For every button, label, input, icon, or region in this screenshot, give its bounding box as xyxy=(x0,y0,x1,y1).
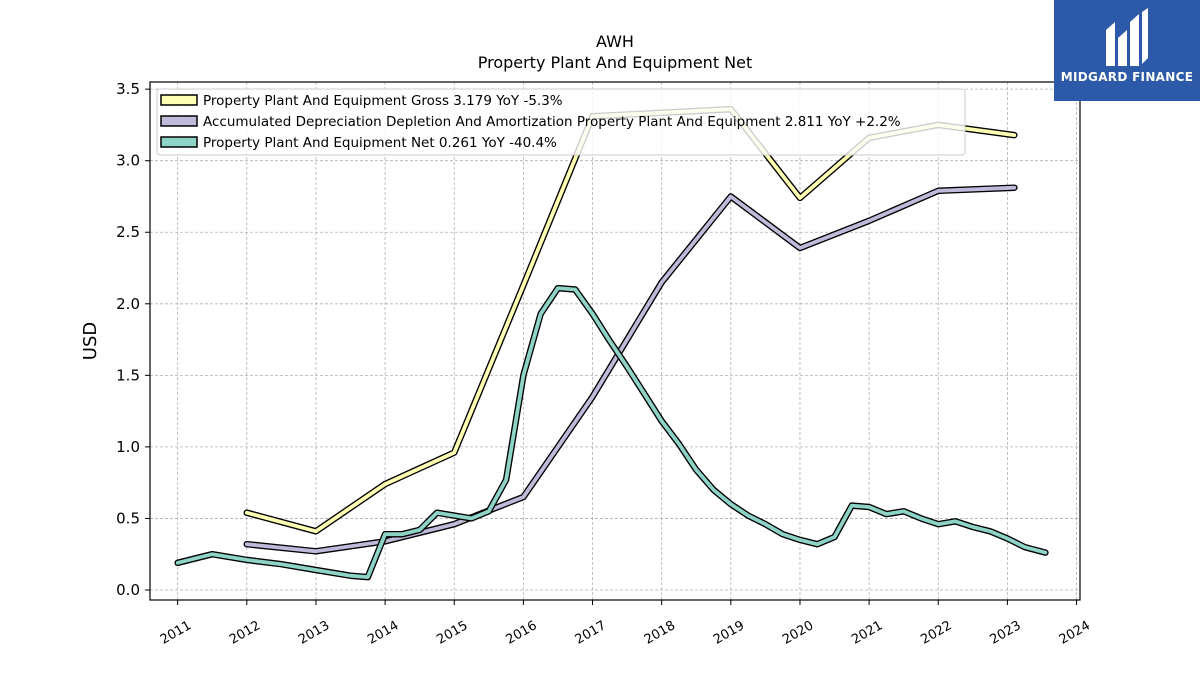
x-tick-label: 2022 xyxy=(918,618,954,648)
y-tick-label: 0.0 xyxy=(116,581,140,599)
x-tick-label: 2019 xyxy=(711,618,747,648)
series-line-outline-1 xyxy=(243,105,1018,535)
x-tick-label: 2016 xyxy=(504,618,540,648)
legend: Property Plant And Equipment Gross 3.179… xyxy=(156,88,966,156)
brand-logo-mark-icon xyxy=(1106,8,1148,66)
x-tick-label: 2014 xyxy=(365,618,401,648)
series-line-outline-3 xyxy=(174,284,1049,581)
y-tick-label: 0.5 xyxy=(116,509,140,527)
legend-box xyxy=(156,88,966,156)
x-tick-label: 2020 xyxy=(780,618,816,648)
legend-swatch-1 xyxy=(160,94,198,106)
x-tick-label: 2024 xyxy=(1057,618,1093,648)
y-tick-label: 1.5 xyxy=(116,366,140,384)
x-tick-label: 2018 xyxy=(642,618,678,648)
x-tick-label: 2011 xyxy=(158,618,194,648)
x-tick-label: 2017 xyxy=(573,618,609,648)
x-tick-label: 2021 xyxy=(849,618,885,648)
y-tick-label: 1.0 xyxy=(116,438,140,456)
series-line-3 xyxy=(175,286,1048,579)
chart-subtitle: Property Plant And Equipment Net xyxy=(478,53,753,72)
x-tick-label: 2013 xyxy=(296,618,332,648)
plot-frame xyxy=(149,81,1081,601)
series-layer xyxy=(174,105,1049,581)
y-tick-label: 2.0 xyxy=(116,295,140,313)
legend-label-3: Property Plant And Equipment Net 0.261 Y… xyxy=(203,135,557,151)
chart-title: AWH xyxy=(596,32,634,51)
legend-swatch-2 xyxy=(160,115,198,127)
y-tick-label: 3.0 xyxy=(116,152,140,170)
y-tick-label: 2.5 xyxy=(116,223,140,241)
legend-label-1: Property Plant And Equipment Gross 3.179… xyxy=(203,93,563,109)
brand-name: MIDGARD FINANCE xyxy=(1060,70,1194,84)
legend-label-2: Accumulated Depreciation Depletion And A… xyxy=(203,114,901,130)
x-tick-label: 2012 xyxy=(227,618,263,648)
series-line-1 xyxy=(244,107,1017,534)
x-tick-label: 2015 xyxy=(434,618,470,648)
y-tick-label: 3.5 xyxy=(116,80,140,98)
x-tick-label: 2023 xyxy=(988,618,1024,648)
legend-swatch-3 xyxy=(160,136,198,148)
y-axis-label: USD xyxy=(80,322,101,360)
brand-logo: MIDGARD FINANCE xyxy=(1054,0,1200,101)
series-line-2 xyxy=(244,185,1017,554)
